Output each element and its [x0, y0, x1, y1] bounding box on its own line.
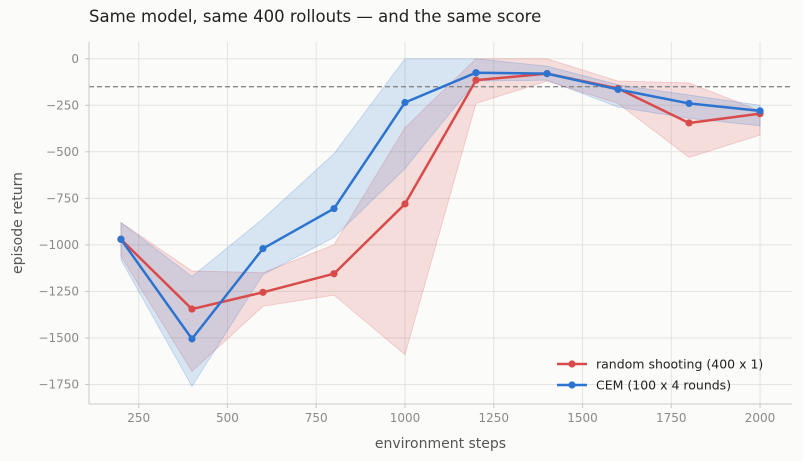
data-point: [685, 119, 693, 127]
legend-label: random shooting (400 x 1): [596, 357, 763, 372]
data-point: [259, 244, 267, 253]
confidence-band: [120, 58, 761, 373]
x-tick-label: 500: [216, 411, 239, 425]
y-tick-label: −750: [46, 191, 79, 205]
legend-swatch-marker: [568, 360, 576, 368]
x-axis-label: environment steps: [375, 436, 506, 452]
data-point: [685, 99, 693, 108]
data-point: [401, 98, 409, 107]
y-tick-label: −250: [46, 98, 79, 112]
y-tick-label: −500: [46, 145, 79, 159]
data-point: [472, 76, 480, 84]
data-point: [472, 69, 480, 77]
data-point: [117, 235, 125, 243]
y-axis-label: episode return: [10, 172, 26, 274]
legend-swatch-marker: [568, 381, 576, 389]
x-tick-label: 1250: [478, 411, 509, 425]
data-point: [401, 200, 409, 208]
x-tick-label: 1000: [390, 411, 421, 425]
x-tick-label: 2000: [745, 411, 776, 425]
series-line: [119, 71, 761, 341]
data-point: [259, 288, 267, 296]
data-point: [188, 335, 196, 343]
series-line: [120, 72, 761, 311]
data-point: [614, 85, 622, 94]
data-point: [756, 107, 764, 115]
grid: [89, 42, 792, 404]
data-point: [543, 70, 551, 78]
y-tick-label: 0: [71, 52, 79, 66]
confidence-bands: [120, 58, 761, 388]
series-lines: [117, 69, 764, 343]
data-point: [188, 305, 196, 313]
y-tick-label: −1750: [38, 377, 79, 391]
legend-label: CEM (100 x 4 rounds): [596, 378, 731, 393]
x-tick-label: 1500: [567, 411, 598, 425]
axes: [88, 42, 792, 405]
legend: random shooting (400 x 1) CEM (100 x 4 ro…: [557, 357, 763, 393]
data-point: [330, 204, 338, 213]
y-tick-label: −1250: [38, 284, 79, 298]
x-tick-label: 750: [305, 411, 328, 425]
x-tick-label: 1750: [656, 411, 687, 425]
y-tick-label: −1500: [38, 331, 79, 345]
chart-title: Same model, same 400 rollouts — and the …: [89, 7, 542, 26]
confidence-band: [120, 58, 761, 388]
data-point: [330, 270, 338, 278]
y-tick-label: −1000: [38, 238, 79, 252]
x-tick-label: 250: [127, 411, 150, 425]
tick-labels: 250 500 750 1000 1250 1500 1750 2000 0 −250 −500 −7…: [38, 52, 775, 425]
